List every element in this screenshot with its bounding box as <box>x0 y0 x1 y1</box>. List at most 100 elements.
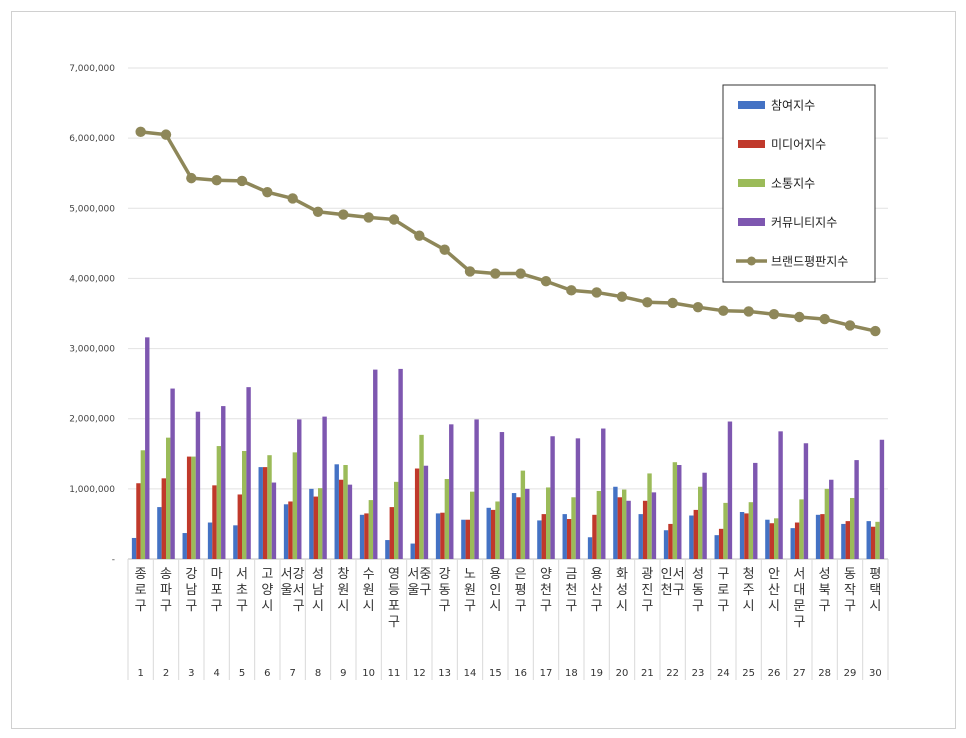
category-label-char: 포 <box>388 599 400 614</box>
bar <box>233 525 238 559</box>
rank-label: 5 <box>239 668 245 679</box>
category-label-char: 구 <box>135 599 147 614</box>
line-point <box>743 306 754 317</box>
bar <box>587 537 593 559</box>
bar <box>140 450 146 559</box>
category-label-char: 노 <box>464 567 476 582</box>
bar <box>359 514 365 559</box>
bar <box>622 489 627 559</box>
category-label-char: 남 <box>185 583 197 598</box>
category-label-char: 문 <box>793 599 805 614</box>
line-point <box>642 297 653 308</box>
bar <box>841 523 846 559</box>
rank-label: 16 <box>514 668 527 679</box>
bar <box>398 368 403 559</box>
category-label-char: 구 <box>692 599 704 614</box>
bar <box>499 432 505 559</box>
category-label-char: 초 <box>236 583 248 598</box>
chart-frame: - 1,000,000 2,000,000 3,000,000 4,000,000 5,0… <box>11 11 956 729</box>
category-label-char: 등 <box>388 583 400 598</box>
line-point <box>844 320 856 331</box>
category-label-char: 구 <box>844 599 856 614</box>
y-tick-label: 3,000,000 <box>69 345 115 355</box>
category-label-char: 강 <box>439 567 451 582</box>
bar <box>435 513 441 559</box>
bar <box>343 465 348 559</box>
bar <box>546 487 551 559</box>
bar <box>854 460 859 559</box>
bar <box>866 521 871 559</box>
bar <box>444 479 450 559</box>
bar <box>237 494 242 559</box>
category-label-char: 원 <box>363 583 375 598</box>
bar <box>461 519 466 559</box>
bar <box>870 526 876 559</box>
bar <box>195 411 201 559</box>
bar <box>271 482 277 559</box>
category-label-char: 구 <box>673 583 685 598</box>
bar <box>845 521 850 559</box>
rank-label: 30 <box>869 668 882 679</box>
line-point <box>540 276 552 287</box>
bar <box>394 481 399 559</box>
bar <box>820 514 825 559</box>
category-label-char: 구 <box>565 599 577 614</box>
bar <box>744 513 749 559</box>
rank-label: 18 <box>565 668 578 679</box>
bar <box>318 488 323 559</box>
rank-label: 19 <box>590 668 603 679</box>
category-label-char: 송 <box>160 567 172 582</box>
bar <box>727 421 733 559</box>
bar <box>601 428 606 559</box>
category-label-char: 대 <box>793 583 805 598</box>
category-label-char: 용 <box>591 567 603 582</box>
category-label-char: 청 <box>743 567 755 582</box>
legend-label: 커뮤니티지수 <box>771 216 837 230</box>
category-label-char: 양 <box>540 567 552 582</box>
bar <box>368 500 374 559</box>
category-label-char: 영 <box>388 567 400 582</box>
category-label-char: 용 <box>489 567 501 582</box>
category-label-char: 시 <box>489 599 501 614</box>
category-label-char: 시 <box>363 599 375 614</box>
category-label-char: 은 <box>515 567 527 582</box>
rank-label: 15 <box>489 668 502 679</box>
rank-label: 25 <box>742 668 755 679</box>
category-label-char: 원 <box>337 583 349 598</box>
category-label-char: 천 <box>565 583 577 598</box>
category-label-char: 화 <box>616 567 628 582</box>
category-label-char: 구 <box>540 599 552 614</box>
category-label-char: 구 <box>591 599 603 614</box>
category-label-char: 시 <box>261 599 273 614</box>
line-point <box>819 313 830 325</box>
category-label-char: 구 <box>793 615 805 630</box>
x-axis-labels: 종 로 구1송 파 구2강 남 구3마 포 구4서 초 구5고 양 시6서 울강 서 구7성 남 시8창 원 시9수 원… <box>127 559 889 680</box>
category-label-char: 성 <box>616 583 628 598</box>
bar <box>850 497 855 559</box>
y-tick-label: 2,000,000 <box>69 415 115 425</box>
line-point <box>692 301 704 313</box>
bar <box>338 479 344 559</box>
y-tick-label: 5,000,000 <box>69 204 115 214</box>
bar <box>364 513 369 559</box>
legend-label: 브랜드평판지수 <box>771 255 848 269</box>
bar <box>613 486 618 559</box>
bar <box>186 456 192 559</box>
rank-label: 28 <box>818 668 831 679</box>
category-label-char: 종 <box>135 567 147 582</box>
category-label-char: 산 <box>768 583 780 598</box>
bar <box>537 520 542 559</box>
bar <box>389 507 394 559</box>
category-label-char: 로 <box>717 583 729 598</box>
